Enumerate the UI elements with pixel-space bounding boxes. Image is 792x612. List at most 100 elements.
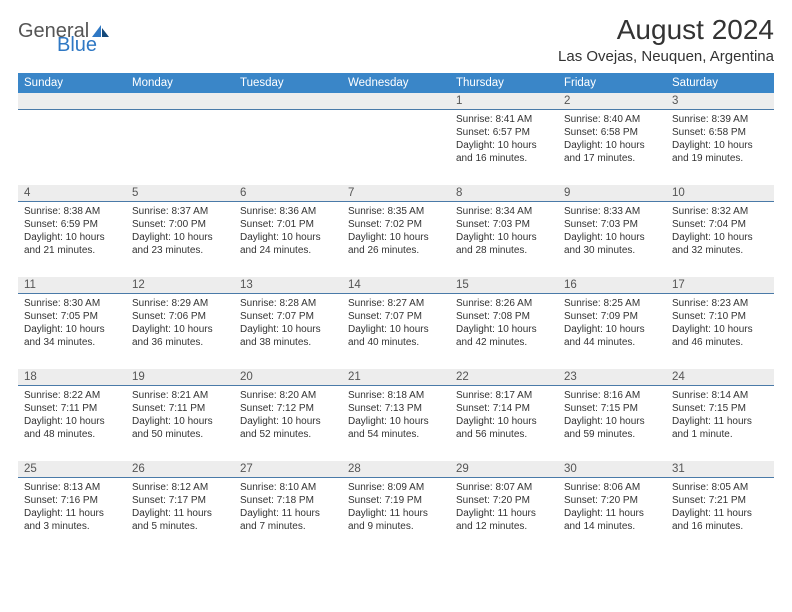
day-details: Sunrise: 8:23 AMSunset: 7:10 PMDaylight:… [666, 294, 774, 351]
day-details: Sunrise: 8:38 AMSunset: 6:59 PMDaylight:… [18, 202, 126, 259]
daylight-line: Daylight: 10 hours and 38 minutes. [240, 323, 336, 349]
daylight-line: Daylight: 10 hours and 56 minutes. [456, 415, 552, 441]
sunrise-line: Sunrise: 8:30 AM [24, 297, 120, 310]
day-number: 8 [450, 185, 558, 202]
sunset-line: Sunset: 7:05 PM [24, 310, 120, 323]
daylight-line: Daylight: 10 hours and 21 minutes. [24, 231, 120, 257]
day-number: 11 [18, 277, 126, 294]
calendar-day-cell: 15Sunrise: 8:26 AMSunset: 7:08 PMDayligh… [450, 277, 558, 369]
calendar-day-cell: 7Sunrise: 8:35 AMSunset: 7:02 PMDaylight… [342, 185, 450, 277]
day-number: 16 [558, 277, 666, 294]
daylight-line: Daylight: 10 hours and 50 minutes. [132, 415, 228, 441]
daylight-line: Daylight: 11 hours and 16 minutes. [672, 507, 768, 533]
day-number: 26 [126, 461, 234, 478]
daylight-line: Daylight: 11 hours and 12 minutes. [456, 507, 552, 533]
day-number: 1 [450, 93, 558, 110]
weekday-header: Thursday [450, 73, 558, 93]
sunrise-line: Sunrise: 8:28 AM [240, 297, 336, 310]
sunset-line: Sunset: 7:16 PM [24, 494, 120, 507]
day-number [234, 93, 342, 110]
daylight-line: Daylight: 10 hours and 48 minutes. [24, 415, 120, 441]
sunrise-line: Sunrise: 8:26 AM [456, 297, 552, 310]
calendar-day-cell: 11Sunrise: 8:30 AMSunset: 7:05 PMDayligh… [18, 277, 126, 369]
day-details: Sunrise: 8:10 AMSunset: 7:18 PMDaylight:… [234, 478, 342, 535]
sunset-line: Sunset: 7:18 PM [240, 494, 336, 507]
sunset-line: Sunset: 6:59 PM [24, 218, 120, 231]
sunset-line: Sunset: 7:12 PM [240, 402, 336, 415]
day-details: Sunrise: 8:35 AMSunset: 7:02 PMDaylight:… [342, 202, 450, 259]
day-details: Sunrise: 8:26 AMSunset: 7:08 PMDaylight:… [450, 294, 558, 351]
sunrise-line: Sunrise: 8:37 AM [132, 205, 228, 218]
location: Las Ovejas, Neuquen, Argentina [558, 48, 774, 65]
day-number: 4 [18, 185, 126, 202]
day-details: Sunrise: 8:28 AMSunset: 7:07 PMDaylight:… [234, 294, 342, 351]
sunrise-line: Sunrise: 8:23 AM [672, 297, 768, 310]
sunset-line: Sunset: 6:57 PM [456, 126, 552, 139]
day-number: 27 [234, 461, 342, 478]
calendar-day-cell: 26Sunrise: 8:12 AMSunset: 7:17 PMDayligh… [126, 461, 234, 553]
day-number [126, 93, 234, 110]
sunset-line: Sunset: 7:08 PM [456, 310, 552, 323]
sunset-line: Sunset: 7:20 PM [564, 494, 660, 507]
sunrise-line: Sunrise: 8:34 AM [456, 205, 552, 218]
calendar-day-cell: 13Sunrise: 8:28 AMSunset: 7:07 PMDayligh… [234, 277, 342, 369]
sunrise-line: Sunrise: 8:39 AM [672, 113, 768, 126]
daylight-line: Daylight: 10 hours and 30 minutes. [564, 231, 660, 257]
sunrise-line: Sunrise: 8:33 AM [564, 205, 660, 218]
day-details: Sunrise: 8:16 AMSunset: 7:15 PMDaylight:… [558, 386, 666, 443]
calendar-day-cell: 12Sunrise: 8:29 AMSunset: 7:06 PMDayligh… [126, 277, 234, 369]
calendar-day-cell: 4Sunrise: 8:38 AMSunset: 6:59 PMDaylight… [18, 185, 126, 277]
sunset-line: Sunset: 7:02 PM [348, 218, 444, 231]
calendar-day-cell: 10Sunrise: 8:32 AMSunset: 7:04 PMDayligh… [666, 185, 774, 277]
daylight-line: Daylight: 10 hours and 24 minutes. [240, 231, 336, 257]
day-number [18, 93, 126, 110]
calendar-day-cell: 31Sunrise: 8:05 AMSunset: 7:21 PMDayligh… [666, 461, 774, 553]
day-details: Sunrise: 8:39 AMSunset: 6:58 PMDaylight:… [666, 110, 774, 167]
daylight-line: Daylight: 10 hours and 16 minutes. [456, 139, 552, 165]
sunrise-line: Sunrise: 8:12 AM [132, 481, 228, 494]
sunrise-line: Sunrise: 8:09 AM [348, 481, 444, 494]
calendar-table: SundayMondayTuesdayWednesdayThursdayFrid… [18, 73, 774, 553]
day-details: Sunrise: 8:20 AMSunset: 7:12 PMDaylight:… [234, 386, 342, 443]
daylight-line: Daylight: 10 hours and 54 minutes. [348, 415, 444, 441]
sunset-line: Sunset: 7:06 PM [132, 310, 228, 323]
sunset-line: Sunset: 7:04 PM [672, 218, 768, 231]
day-number: 3 [666, 93, 774, 110]
sunrise-line: Sunrise: 8:27 AM [348, 297, 444, 310]
daylight-line: Daylight: 11 hours and 9 minutes. [348, 507, 444, 533]
daylight-line: Daylight: 10 hours and 26 minutes. [348, 231, 444, 257]
day-details: Sunrise: 8:18 AMSunset: 7:13 PMDaylight:… [342, 386, 450, 443]
month-title: August 2024 [558, 14, 774, 46]
calendar-day-cell: 18 Sunrise: 8:22 AMSunset: 7:11 PMDayligh… [18, 369, 126, 461]
daylight-line: Daylight: 10 hours and 59 minutes. [564, 415, 660, 441]
daylight-line: Daylight: 10 hours and 28 minutes. [456, 231, 552, 257]
day-details: Sunrise: 8:05 AMSunset: 7:21 PMDaylight:… [666, 478, 774, 535]
daylight-line: Daylight: 11 hours and 7 minutes. [240, 507, 336, 533]
calendar-day-cell: 2Sunrise: 8:40 AMSunset: 6:58 PMDaylight… [558, 93, 666, 185]
sunset-line: Sunset: 7:11 PM [24, 402, 120, 415]
day-number: 23 [558, 369, 666, 386]
sunset-line: Sunset: 7:01 PM [240, 218, 336, 231]
day-number: 21 [342, 369, 450, 386]
sunrise-line: Sunrise: 8:16 AM [564, 389, 660, 402]
sunset-line: Sunset: 7:07 PM [348, 310, 444, 323]
sunrise-line: Sunrise: 8:22 AM [24, 389, 120, 402]
logo-text-blue: Blue [57, 34, 97, 57]
day-number: 18 [18, 369, 126, 386]
day-number: 24 [666, 369, 774, 386]
daylight-line: Daylight: 10 hours and 40 minutes. [348, 323, 444, 349]
daylight-line: Daylight: 11 hours and 1 minute. [672, 415, 768, 441]
calendar-empty-cell [342, 93, 450, 185]
sunrise-line: Sunrise: 8:35 AM [348, 205, 444, 218]
day-number: 29 [450, 461, 558, 478]
day-number: 15 [450, 277, 558, 294]
day-number: 28 [342, 461, 450, 478]
calendar-day-cell: 30Sunrise: 8:06 AMSunset: 7:20 PMDayligh… [558, 461, 666, 553]
day-number: 20 [234, 369, 342, 386]
daylight-line: Daylight: 10 hours and 46 minutes. [672, 323, 768, 349]
day-number: 25 [18, 461, 126, 478]
day-details: Sunrise: 8:33 AMSunset: 7:03 PMDaylight:… [558, 202, 666, 259]
day-details: Sunrise: 8:30 AMSunset: 7:05 PMDaylight:… [18, 294, 126, 351]
calendar-day-cell: 23Sunrise: 8:16 AMSunset: 7:15 PMDayligh… [558, 369, 666, 461]
calendar-day-cell: 9Sunrise: 8:33 AMSunset: 7:03 PMDaylight… [558, 185, 666, 277]
